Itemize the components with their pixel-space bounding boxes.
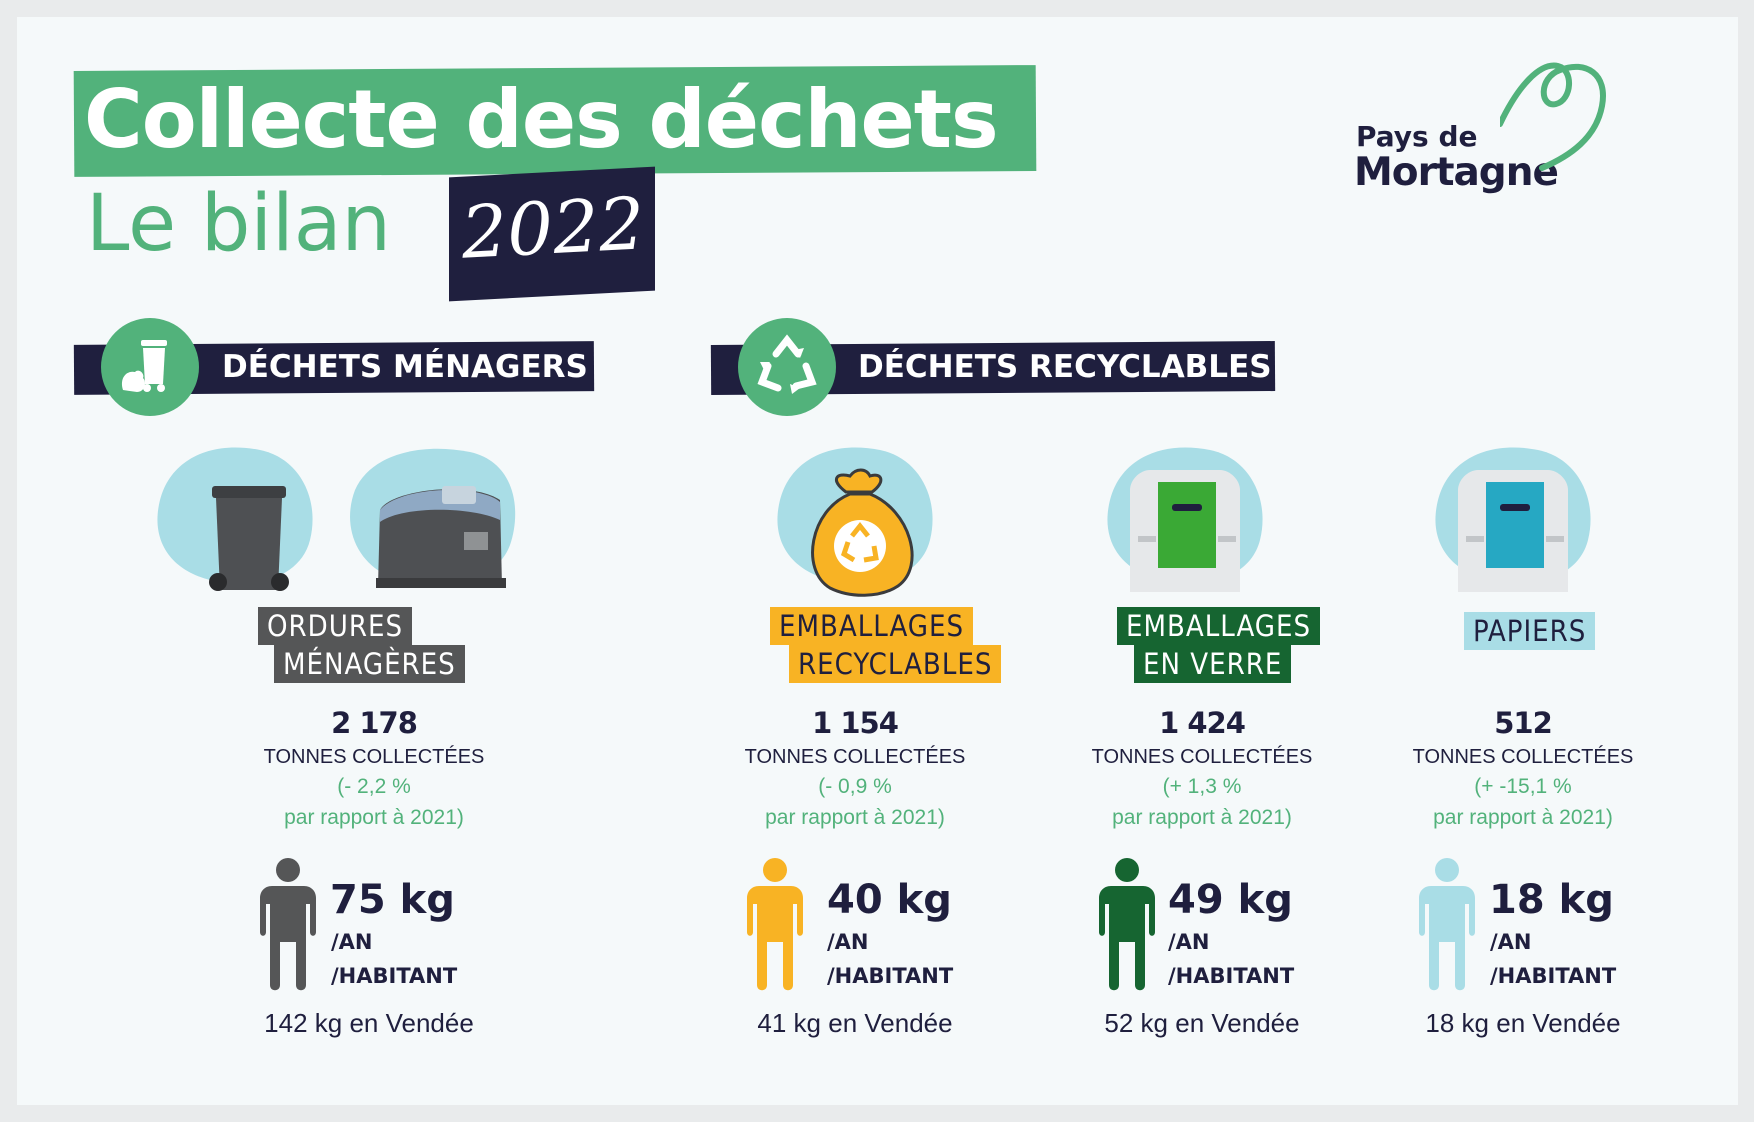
per-inhabitant-label: /HABITANT: [1168, 964, 1295, 988]
vendee-comparison: 41 kg en Vendée: [757, 1008, 953, 1038]
kg-value-ordures: 75 kg: [330, 877, 455, 923]
tonnes-label: TONNES COLLECTÉES: [744, 746, 966, 768]
stats-emballages: 1 154 TONNES COLLECTÉES (- 0,9 % par rap…: [690, 706, 1020, 830]
tonnes-label: TONNES COLLECTÉES: [1091, 746, 1313, 768]
tonnes-value: 512: [1494, 706, 1553, 740]
per-inhabitant-label: /HABITANT: [827, 964, 954, 988]
person-icon: [1099, 858, 1155, 991]
glass-container-illustration: [1107, 447, 1263, 592]
tag-ordures-line1: ORDURES: [258, 607, 413, 645]
variation-reference: par rapport à 2021): [284, 806, 464, 829]
tag-emballages-line1: EMBALLAGES: [770, 607, 974, 645]
per-inhabitant-label: /HABITANT: [331, 964, 458, 988]
trash-bin-icon: [101, 318, 199, 416]
stats-ordures: 2 178 TONNES COLLECTÉES (- 2,2 % par rap…: [209, 706, 539, 830]
tonnes-value: 1 424: [1159, 706, 1246, 740]
page-subtitle: Le bilan: [86, 179, 391, 269]
variation-reference: par rapport à 2021): [1112, 806, 1292, 829]
variation-reference: par rapport à 2021): [1433, 806, 1613, 829]
variation-reference: par rapport à 2021): [765, 806, 945, 829]
yellow-bag-illustration: [777, 447, 933, 597]
variation-value: (+ -15,1 %: [1474, 775, 1572, 798]
per-year-label: /AN: [1490, 930, 1532, 954]
tag-papiers: PAPIERS: [1464, 612, 1596, 650]
per-inhabitant-label: /HABITANT: [1490, 964, 1617, 988]
kg-value-papiers: 18 kg: [1489, 877, 1614, 923]
variation-value: (- 0,9 %: [818, 775, 892, 798]
logo-line2: Mortagne: [1354, 150, 1559, 195]
tag-ordures-line2: MÉNAGÈRES: [274, 645, 465, 683]
vendee-comparison: 18 kg en Vendée: [1425, 1008, 1621, 1038]
kg-value-emballages: 40 kg: [827, 877, 952, 923]
variation-value: (- 2,2 %: [337, 775, 411, 798]
stats-papiers: 512 TONNES COLLECTÉES (+ -15,1 % par rap…: [1358, 706, 1688, 830]
variation-value: (+ 1,3 %: [1162, 775, 1242, 798]
kg-value-verre: 49 kg: [1168, 877, 1293, 923]
paper-container-illustration: [1435, 447, 1591, 592]
tonnes-label: TONNES COLLECTÉES: [1412, 746, 1634, 768]
vendee-comparison: 142 kg en Vendée: [264, 1008, 474, 1038]
person-icon: [747, 858, 803, 991]
tag-verre-line2: EN VERRE: [1134, 645, 1292, 683]
per-year-label: /AN: [1168, 930, 1210, 954]
recycle-icon: [738, 318, 836, 416]
section-title-recyclables: DÉCHETS RECYCLABLES: [858, 349, 1272, 385]
tag-verre-line1: EMBALLAGES: [1117, 607, 1321, 645]
page-title: Collecte des déchets: [84, 73, 999, 166]
tonnes-value: 1 154: [812, 706, 899, 740]
tonnes-value: 2 178: [331, 706, 418, 740]
tag-emballages-line2: RECYCLABLES: [789, 645, 1002, 683]
logo-line1: Pays de: [1356, 120, 1478, 153]
per-year-label: /AN: [827, 930, 869, 954]
year-label: 2022: [459, 181, 647, 275]
heart-ribbon-icon: [1500, 62, 1606, 171]
person-icon: [260, 858, 316, 991]
person-icon: [1419, 858, 1475, 991]
tonnes-label: TONNES COLLECTÉES: [263, 746, 485, 768]
vendee-comparison: 52 kg en Vendée: [1104, 1008, 1300, 1038]
pays-de-mortagne-logo: Pays de Mortagne: [1350, 56, 1630, 196]
per-year-label: /AN: [331, 930, 373, 954]
section-title-menagers: DÉCHETS MÉNAGERS: [222, 349, 588, 385]
stats-verre: 1 424 TONNES COLLECTÉES (+ 1,3 % par rap…: [1037, 706, 1367, 830]
household-bins-illustration: [157, 447, 516, 591]
